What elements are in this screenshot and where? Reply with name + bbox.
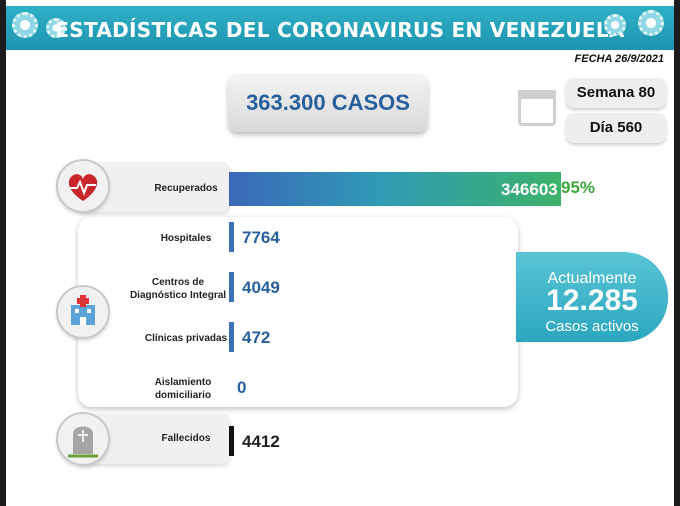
category-label: Recuperados <box>154 183 218 194</box>
header-banner: ESTADÍSTICAS DEL CORONAVIRUS EN VENEZUEL… <box>6 6 674 50</box>
active-sub-label: Casos activos <box>545 318 639 335</box>
week-badge: Semana 80 <box>566 78 666 108</box>
total-cases-value: 363.300 CASOS <box>246 90 410 115</box>
recovered-percent: 95% <box>561 178 596 197</box>
heart-pulse-icon <box>56 159 110 213</box>
bar-5 <box>229 426 234 456</box>
active-label: Actualmente <box>547 270 637 287</box>
bar-value-label: 4412 <box>242 432 280 451</box>
active-cases-box: Actualmente 12.285 Casos activos <box>516 252 668 342</box>
calendar-icon <box>518 90 556 126</box>
bar-value-label: 4049 <box>242 278 280 297</box>
infographic: ESTADÍSTICAS DEL CORONAVIRUS EN VENEZUEL… <box>6 0 674 506</box>
virus-icon <box>604 14 626 36</box>
tombstone-icon <box>56 412 110 466</box>
bar-value-label: 0 <box>237 378 247 397</box>
category-label: Centros de Diagnóstico Integral <box>129 277 227 301</box>
bar-1 <box>229 222 234 252</box>
category-label: Aislamiento domiciliario <box>154 377 212 401</box>
category-label: Hospitales <box>160 233 212 244</box>
bar-0 <box>229 172 561 206</box>
date-label: FECHA 26/9/2021 <box>574 53 664 65</box>
bar-value-label: 7764 <box>242 228 280 247</box>
bar-2 <box>229 272 234 302</box>
bar-value-label: 472 <box>242 328 271 347</box>
care-locations-panel <box>78 217 518 407</box>
virus-icon <box>638 10 664 36</box>
virus-icon <box>12 12 38 38</box>
hospital-icon <box>56 285 110 339</box>
bar-3 <box>229 322 234 352</box>
category-label: Clínicas privadas <box>144 333 228 344</box>
day-badge: Día 560 <box>566 113 666 143</box>
page-title: ESTADÍSTICAS DEL CORONAVIRUS EN VENEZUEL… <box>55 18 625 42</box>
virus-icon <box>46 18 66 38</box>
bar-value-label: 346603 <box>501 180 558 199</box>
total-cases-box: 363.300 CASOS <box>228 74 428 132</box>
category-label: Fallecidos <box>161 433 211 444</box>
active-cases-value: 12.285 <box>546 284 638 317</box>
